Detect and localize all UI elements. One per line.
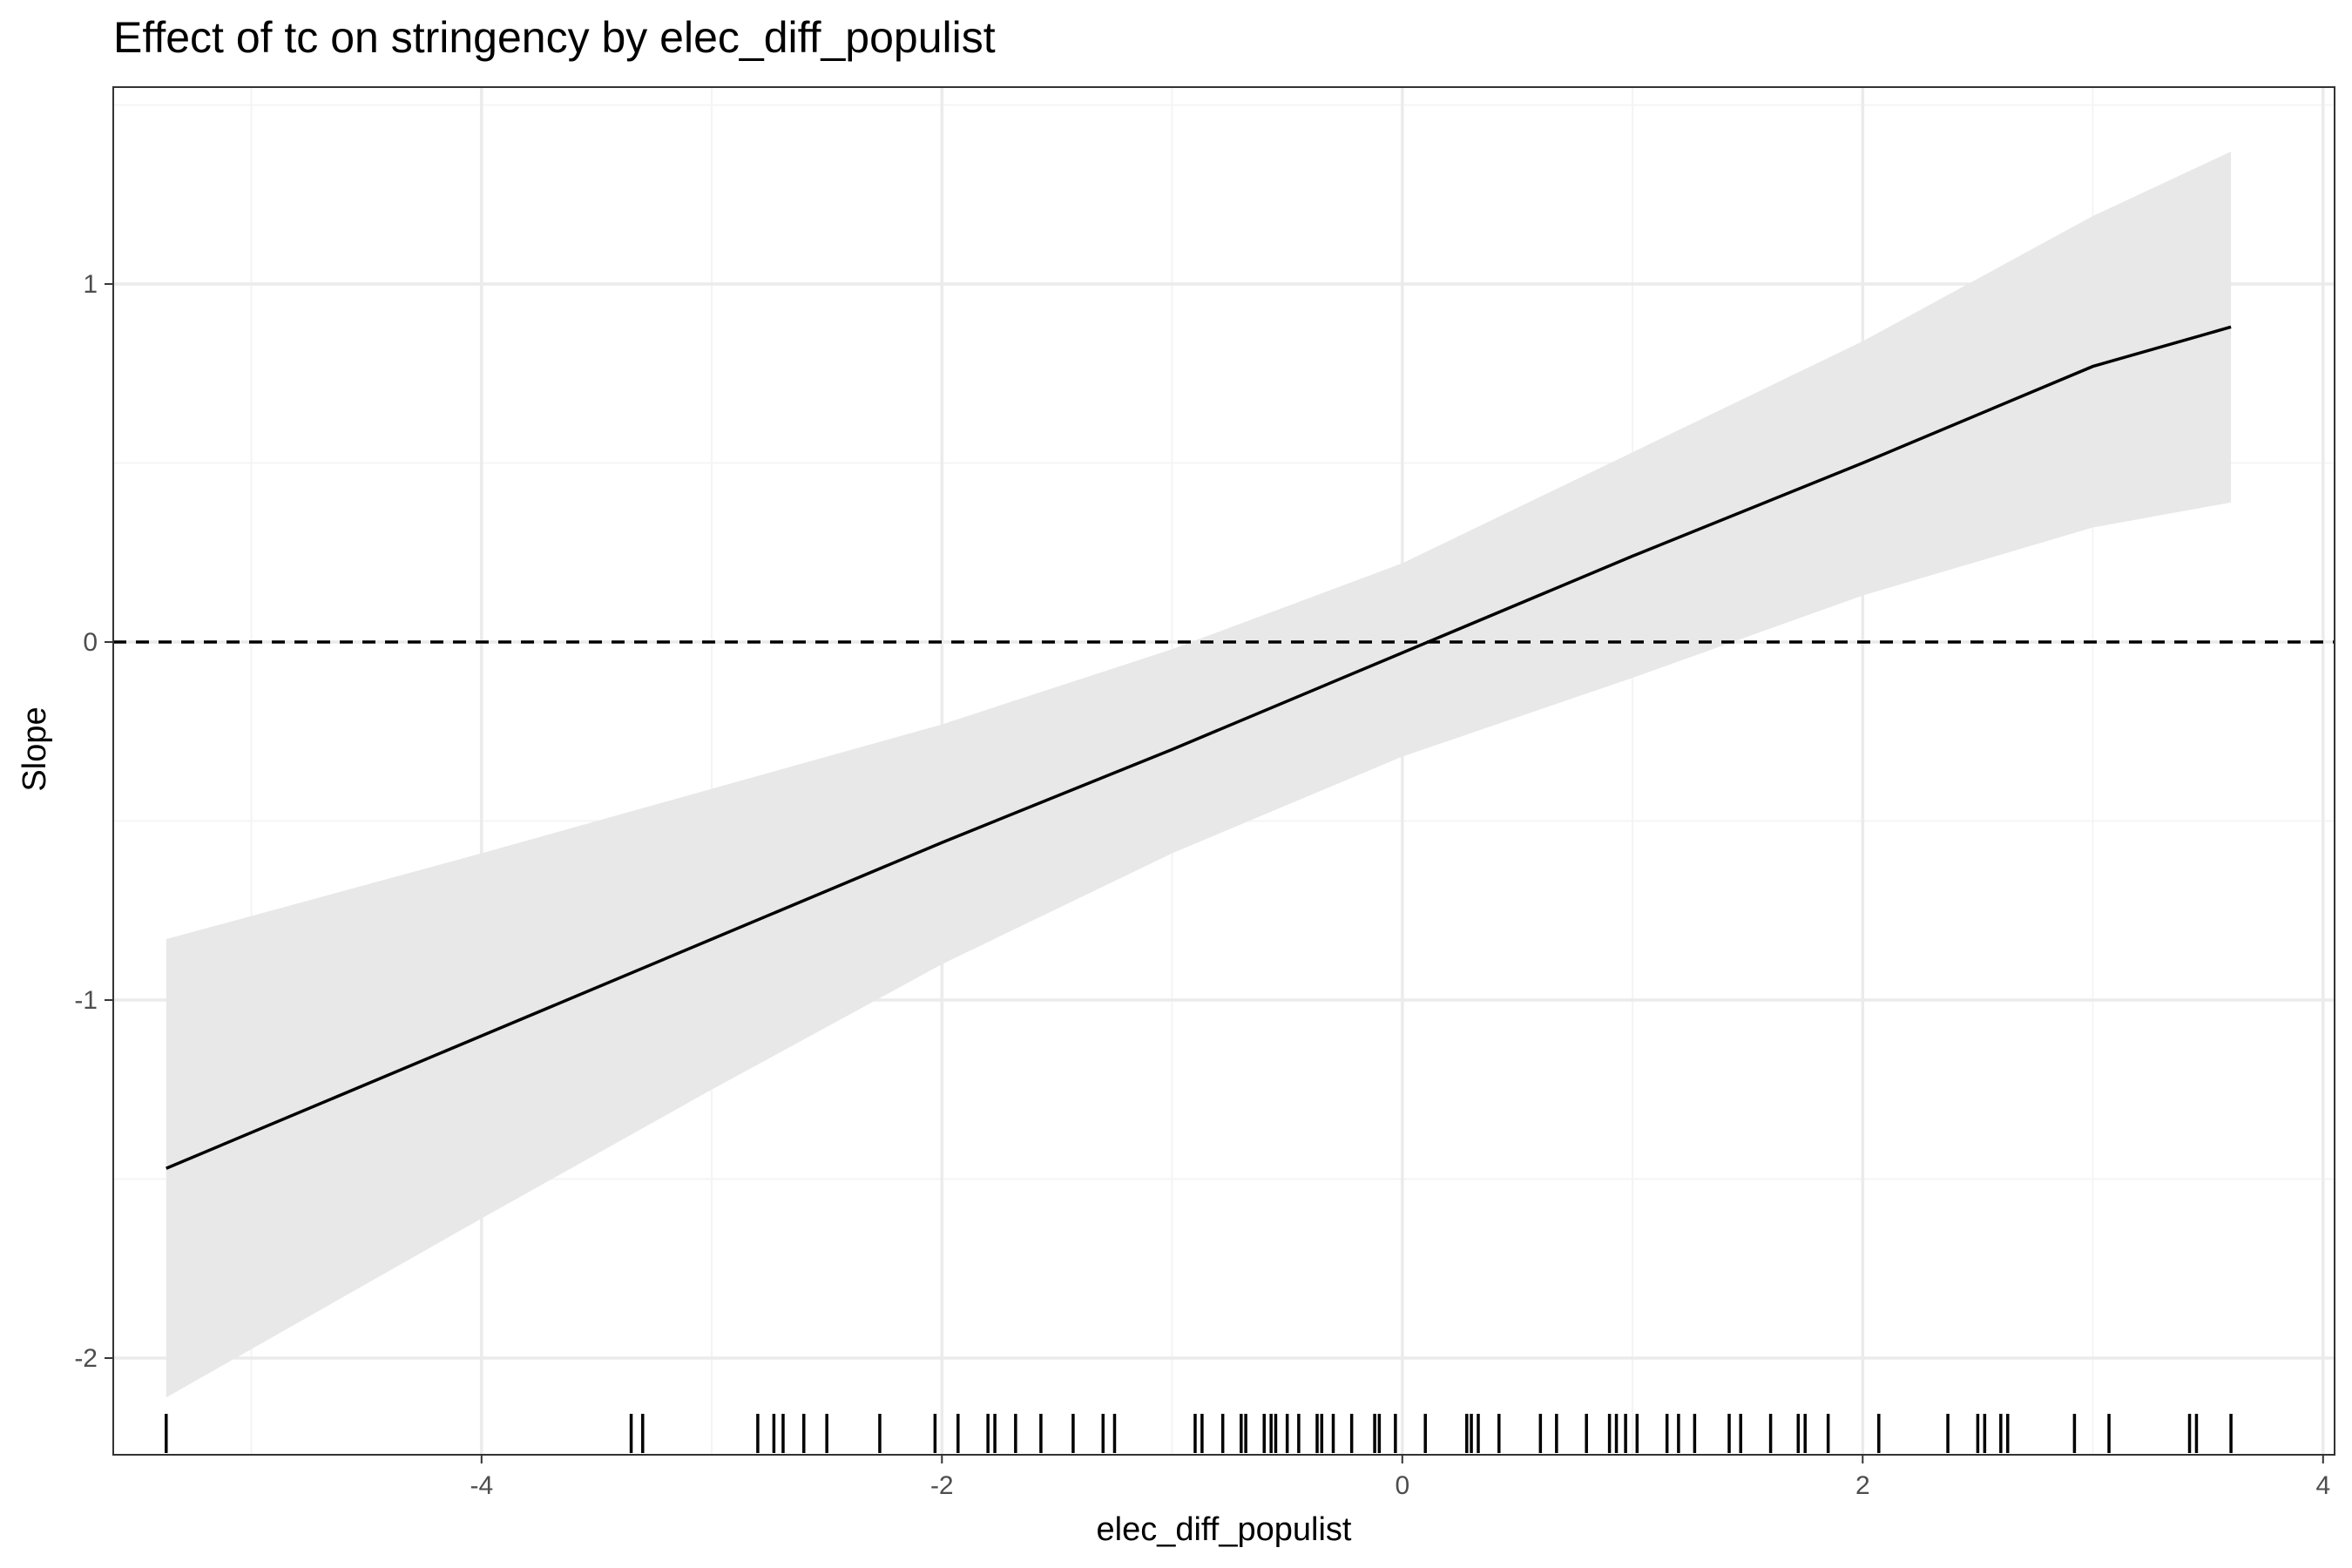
rug-marks: [165, 1414, 2233, 1453]
confidence-band-layer: [166, 151, 2232, 1398]
y-tick-label: 0: [83, 628, 98, 657]
y-tick-label: -2: [74, 1344, 98, 1373]
axes: -4 -2 0 2 4 -2 -1 0 1: [74, 270, 2330, 1500]
x-tick-label: 2: [1855, 1471, 1870, 1500]
panel-border: [112, 86, 2335, 1456]
y-tick-label: 1: [83, 270, 98, 299]
y-axis-title: Slope: [17, 706, 53, 791]
x-tick-label: -2: [930, 1471, 954, 1500]
confidence-band: [166, 151, 2232, 1398]
x-tick-label: 0: [1395, 1471, 1409, 1500]
y-tick-label: -1: [74, 986, 98, 1015]
slope-line: [166, 325, 2232, 1170]
x-tick-label: 4: [2315, 1471, 2330, 1500]
x-axis-title: elec_diff_populist: [1097, 1511, 1352, 1548]
chart-title: Effect of tc on stringency by elec_diff_…: [113, 13, 996, 62]
slope-line-layer: [166, 325, 2232, 1170]
x-tick-label: -4: [470, 1471, 493, 1500]
